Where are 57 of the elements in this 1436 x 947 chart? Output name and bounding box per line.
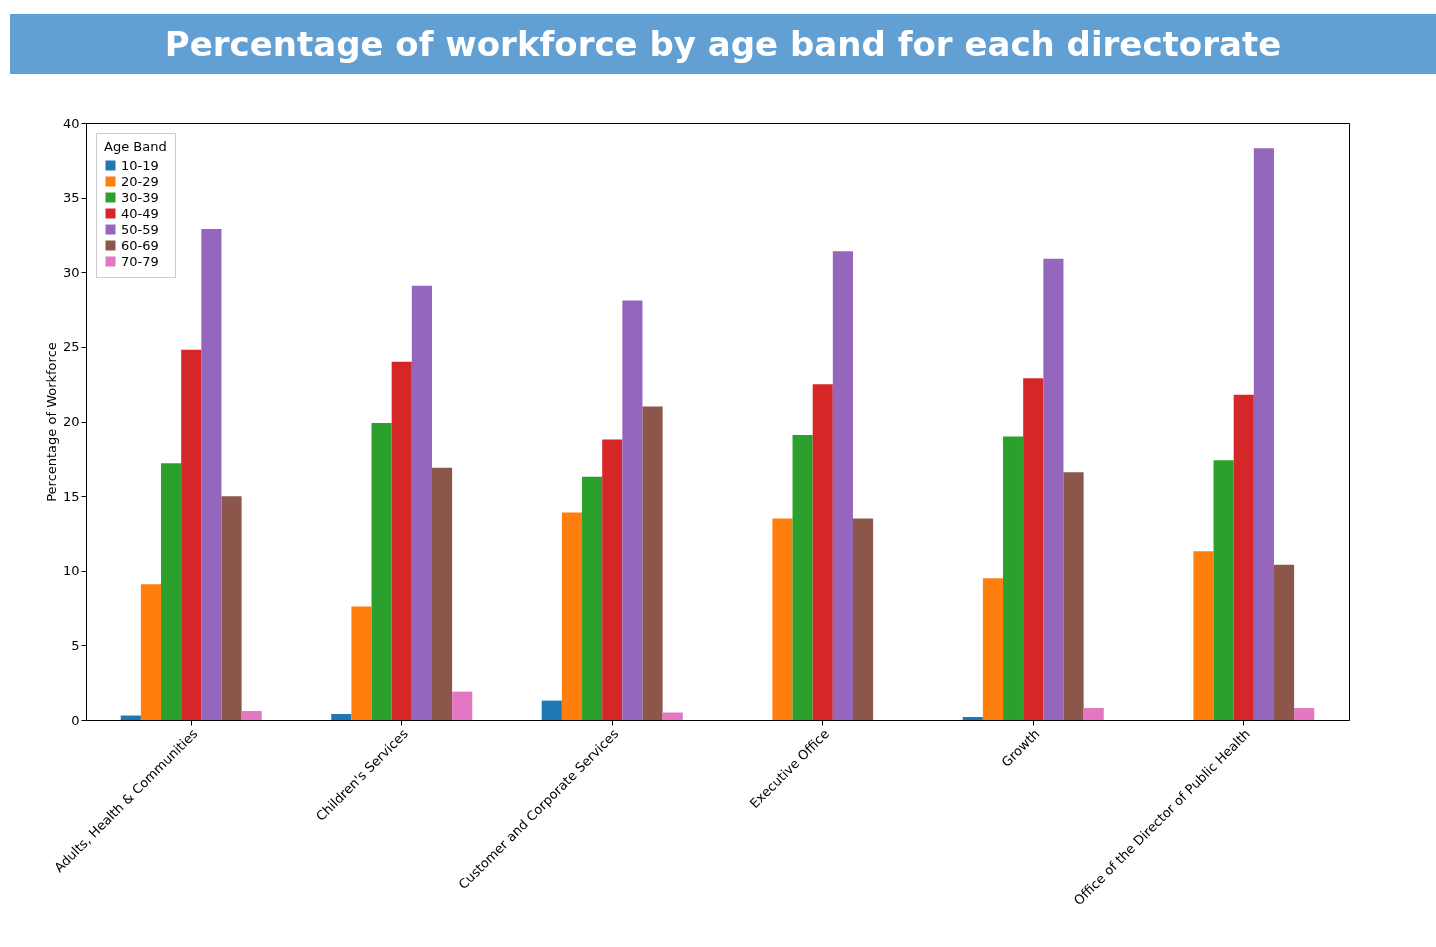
bar <box>241 711 262 720</box>
bar <box>662 712 683 720</box>
legend-label: 40-49 <box>121 205 159 221</box>
bar <box>852 518 874 720</box>
bar <box>1294 708 1315 720</box>
bar <box>1063 472 1084 720</box>
bar <box>1023 378 1044 720</box>
bar <box>1213 460 1234 720</box>
bar <box>962 717 983 720</box>
bar <box>391 361 412 720</box>
bar <box>431 467 453 720</box>
bar <box>1273 564 1295 720</box>
y-tick-label: 0 <box>71 712 80 728</box>
bar <box>812 384 833 720</box>
y-tick-label: 30 <box>62 264 80 280</box>
bar <box>1003 436 1024 720</box>
bar <box>1043 258 1064 720</box>
y-tick-label: 35 <box>62 190 80 206</box>
bar <box>411 285 432 720</box>
bar <box>602 439 623 720</box>
y-tick-label: 15 <box>62 488 80 504</box>
bar <box>832 251 853 720</box>
bar <box>982 578 1004 720</box>
y-tick-label: 5 <box>71 637 80 653</box>
bar <box>331 714 352 720</box>
y-tick-label: 20 <box>62 414 80 429</box>
bar <box>1193 551 1214 720</box>
chart-title: Percentage of workforce by age band for each directorate <box>10 14 1436 74</box>
bar <box>792 434 813 720</box>
bar <box>452 691 473 720</box>
legend-title: Age Band <box>104 139 167 154</box>
legend-label: 60-69 <box>121 237 159 253</box>
bar <box>181 349 202 720</box>
y-tick-label: 40 <box>62 115 80 131</box>
legend-label: 30-39 <box>121 189 159 205</box>
y-tick-label: 25 <box>62 339 80 355</box>
y-tick-label: 10 <box>62 563 80 579</box>
bar <box>351 606 372 720</box>
bar <box>140 584 162 720</box>
bar <box>582 476 603 720</box>
bar <box>622 300 643 720</box>
legend-label: 50-59 <box>121 221 159 237</box>
bar <box>642 406 663 720</box>
bar <box>1233 394 1254 720</box>
legend-label: 20-29 <box>121 173 159 189</box>
legend-label: 10-19 <box>121 157 159 173</box>
bar <box>772 518 793 720</box>
bar <box>1253 148 1274 720</box>
bar <box>371 422 392 720</box>
y-axis-title: Percentage of Workforce <box>43 342 59 502</box>
bar <box>161 463 182 720</box>
bar <box>221 496 242 720</box>
bar <box>201 228 222 720</box>
bar <box>1083 708 1104 720</box>
bar <box>561 512 583 720</box>
bar <box>541 700 562 720</box>
legend-label: 70-79 <box>121 253 159 269</box>
